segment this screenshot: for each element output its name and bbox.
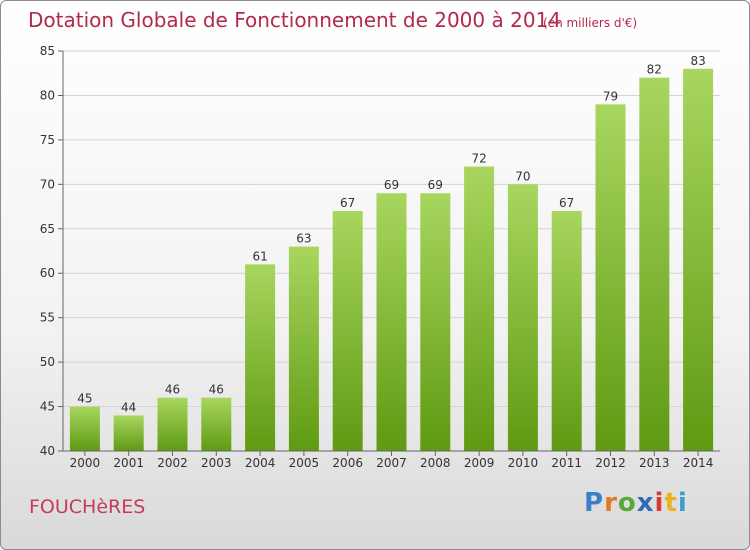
bar-2004 bbox=[245, 264, 276, 451]
data-label: 82 bbox=[647, 63, 662, 77]
x-tick-label: 2013 bbox=[639, 456, 670, 470]
bar-2000 bbox=[69, 406, 100, 451]
data-label: 69 bbox=[428, 178, 443, 192]
bar-2002 bbox=[157, 397, 188, 451]
chart-title: Dotation Globale de Fonctionnement de 20… bbox=[28, 8, 561, 32]
x-tick-label: 2010 bbox=[508, 456, 539, 470]
data-label: 72 bbox=[471, 152, 486, 166]
x-tick-label: 2007 bbox=[376, 456, 407, 470]
axes bbox=[58, 50, 720, 456]
x-tick-label: 2011 bbox=[551, 456, 582, 470]
y-tick-label: 40 bbox=[40, 444, 55, 458]
labels: 40 45 50 55 60 65 70 75 80 85 45 2000 44 2001 46 2002 46… bbox=[40, 44, 714, 470]
y-tick-label: 70 bbox=[40, 177, 55, 191]
data-label: 61 bbox=[252, 249, 267, 263]
x-tick-label: 2009 bbox=[464, 456, 495, 470]
y-tick-label: 65 bbox=[40, 222, 55, 236]
y-tick-label: 85 bbox=[40, 44, 55, 58]
y-tick-label: 80 bbox=[40, 88, 55, 102]
x-tick-label: 2005 bbox=[289, 456, 320, 470]
x-tick-label: 2008 bbox=[420, 456, 451, 470]
x-tick-label: 2012 bbox=[595, 456, 626, 470]
proxiti-logo: Proxiti bbox=[584, 488, 688, 518]
bar-2011 bbox=[551, 211, 582, 451]
x-tick-label: 2001 bbox=[113, 456, 144, 470]
data-label: 67 bbox=[559, 196, 574, 210]
bar-2003 bbox=[201, 397, 232, 451]
bar-2014 bbox=[683, 68, 714, 452]
x-tick-label: 2000 bbox=[70, 456, 101, 470]
bars bbox=[69, 68, 714, 452]
y-tick-label: 75 bbox=[40, 133, 55, 147]
data-label: 44 bbox=[121, 400, 136, 414]
bar-2006 bbox=[332, 211, 363, 451]
data-label: 45 bbox=[77, 392, 92, 406]
x-tick-label: 2014 bbox=[683, 456, 714, 470]
bar-2005 bbox=[288, 246, 319, 451]
bar-2007 bbox=[376, 193, 407, 451]
bar-2012 bbox=[595, 104, 626, 451]
y-tick-label: 60 bbox=[40, 266, 55, 280]
bar-2013 bbox=[639, 77, 670, 452]
x-tick-label: 2003 bbox=[201, 456, 232, 470]
x-tick-label: 2004 bbox=[245, 456, 276, 470]
bar-2001 bbox=[113, 415, 144, 451]
data-label: 70 bbox=[515, 169, 530, 183]
data-label: 46 bbox=[165, 383, 180, 397]
commune-name: FOUCHèRES bbox=[29, 496, 146, 518]
data-label: 69 bbox=[384, 178, 399, 192]
data-label: 67 bbox=[340, 196, 355, 210]
bar-2010 bbox=[507, 184, 538, 452]
y-tick-label: 45 bbox=[40, 400, 55, 414]
chart-unit: (en milliers d'€) bbox=[543, 16, 638, 30]
data-label: 46 bbox=[209, 383, 224, 397]
data-label: 79 bbox=[603, 89, 618, 103]
bar-2008 bbox=[420, 193, 451, 451]
data-label: 83 bbox=[690, 54, 705, 68]
y-tick-label: 50 bbox=[40, 355, 55, 369]
y-tick-label: 55 bbox=[40, 311, 55, 325]
data-label: 63 bbox=[296, 232, 311, 246]
x-tick-label: 2002 bbox=[157, 456, 188, 470]
bar-2009 bbox=[464, 166, 495, 452]
x-tick-label: 2006 bbox=[332, 456, 363, 470]
